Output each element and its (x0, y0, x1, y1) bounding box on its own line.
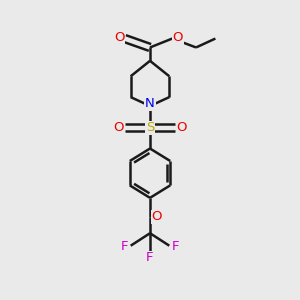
Text: O: O (151, 210, 162, 224)
Text: F: F (146, 251, 154, 264)
Text: F: F (120, 240, 128, 253)
Text: N: N (145, 97, 155, 110)
Text: O: O (172, 31, 183, 44)
Text: F: F (172, 240, 180, 253)
Text: O: O (113, 121, 123, 134)
Text: S: S (146, 121, 154, 134)
Text: O: O (114, 31, 124, 44)
Text: O: O (177, 121, 187, 134)
